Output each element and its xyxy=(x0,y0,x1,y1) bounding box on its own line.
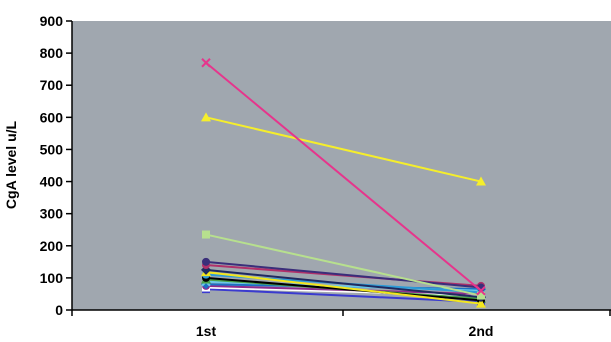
y-tick-label: 600 xyxy=(40,109,64,125)
series xyxy=(201,58,486,296)
data-point xyxy=(201,112,211,122)
series-line xyxy=(205,276,482,302)
series-line xyxy=(205,116,482,183)
series-line xyxy=(205,286,482,297)
series-line xyxy=(205,233,482,297)
y-tick-label: 200 xyxy=(40,238,64,254)
series xyxy=(201,112,486,186)
x-axis: 1st 2nd xyxy=(71,309,611,339)
series-line xyxy=(205,268,482,299)
y-tick-label: 300 xyxy=(40,206,64,222)
data-point xyxy=(476,286,486,296)
data-point xyxy=(202,257,210,266)
data-point xyxy=(476,176,486,186)
y-tick-label: 400 xyxy=(40,174,64,190)
data-point xyxy=(202,230,210,239)
plot-area xyxy=(72,21,611,310)
y-tick-label: 900 xyxy=(40,13,64,29)
y-tick-label: 0 xyxy=(55,302,63,318)
data-point xyxy=(476,298,486,308)
x-tick-label: 2nd xyxy=(469,323,494,339)
y-tick-label: 100 xyxy=(40,270,64,286)
y-axis-title: CgA level u/L xyxy=(3,120,19,209)
y-tick-label: 700 xyxy=(40,77,64,93)
series-line xyxy=(205,260,482,289)
series-layer xyxy=(201,58,486,308)
data-point xyxy=(201,58,211,68)
series-line xyxy=(205,61,482,292)
data-point xyxy=(477,291,485,300)
y-tick-label: 500 xyxy=(40,141,64,157)
series xyxy=(202,230,485,300)
series-line xyxy=(205,288,482,303)
y-axis: 0 100 200 300 400 500 600 700 800 900 xyxy=(40,13,73,318)
series-line xyxy=(205,271,482,305)
y-tick-label: 800 xyxy=(40,45,64,61)
x-tick-label: 1st xyxy=(196,323,217,339)
